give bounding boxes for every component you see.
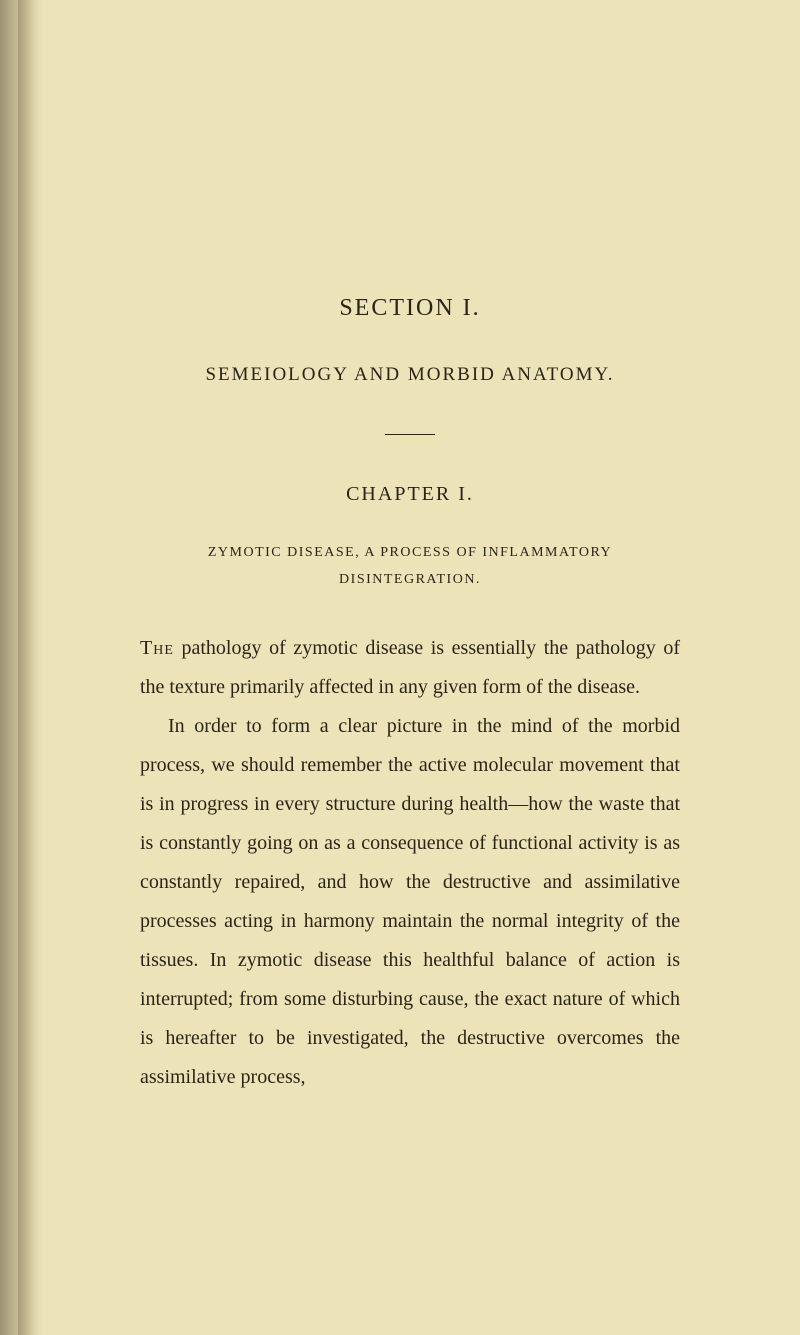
chapter-title: CHAPTER I. [140,483,680,506]
chapter-subtitle-line2: DISINTEGRATION. [339,572,481,587]
paragraph-2: In order to form a clear picture in the … [140,707,680,1097]
body-text: The pathology of zymotic disease is esse… [140,629,680,1097]
chapter-subtitle: ZYMOTIC DISEASE, A PROCESS OF INFLAMMATO… [140,540,680,593]
paragraph-1: The pathology of zymotic disease is esse… [140,629,680,707]
section-title: SECTION I. [140,295,680,322]
leading-word: The [140,637,174,659]
chapter-subtitle-line1: ZYMOTIC DISEASE, A PROCESS OF INFLAMMATO… [208,545,612,560]
page-binding-shadow-inner [18,0,43,1335]
page-content: SECTION I. SEMEIOLOGY AND MORBID ANATOMY… [0,0,800,1157]
divider-rule [385,434,435,435]
section-subtitle: SEMEIOLOGY AND MORBID ANATOMY. [140,364,680,386]
paragraph-1-text: pathology of zymotic disease is essentia… [140,637,680,698]
